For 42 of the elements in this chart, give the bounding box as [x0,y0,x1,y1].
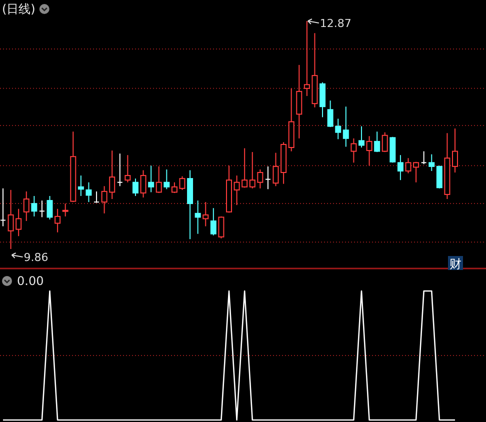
candlestick [94,190,100,204]
chart-title: 0.00 [17,274,44,288]
candlestick [156,166,162,194]
candlestick [164,168,170,190]
text: 9.86 [24,251,48,264]
text: 财 [450,257,462,271]
candlestick [210,208,216,236]
candlestick [320,82,326,118]
candlestick [296,64,302,139]
candlestick [54,208,61,233]
candlestick [264,166,271,190]
candlestick [420,150,427,165]
candlestick [38,200,45,218]
candlestick [148,165,154,193]
candlestick [366,136,372,166]
candlestick [194,200,201,234]
candlestick [202,202,209,227]
candlestick [382,132,388,153]
candlestick [31,195,38,217]
candlestick [218,216,224,239]
candlestick [374,131,380,153]
candlestick [23,190,30,222]
candlestick [342,106,349,148]
candlestick [62,203,68,217]
candlestick [0,188,6,227]
candlestick [78,175,84,196]
candlestick [428,154,435,172]
candlestick [452,128,458,173]
candlestick [397,154,404,181]
annotation: 12.87 [320,17,352,30]
candlestick [140,170,146,198]
chart-title: (日线) [2,2,36,16]
candlestick [86,182,92,203]
candlestick [358,126,364,148]
candlestick [116,153,123,187]
candlestick [405,158,412,174]
candlestick [46,195,53,220]
candlestick [124,154,131,183]
candlestick [132,178,138,196]
candlestick [413,161,420,183]
candlestick [436,165,442,189]
candlestick [350,138,357,164]
